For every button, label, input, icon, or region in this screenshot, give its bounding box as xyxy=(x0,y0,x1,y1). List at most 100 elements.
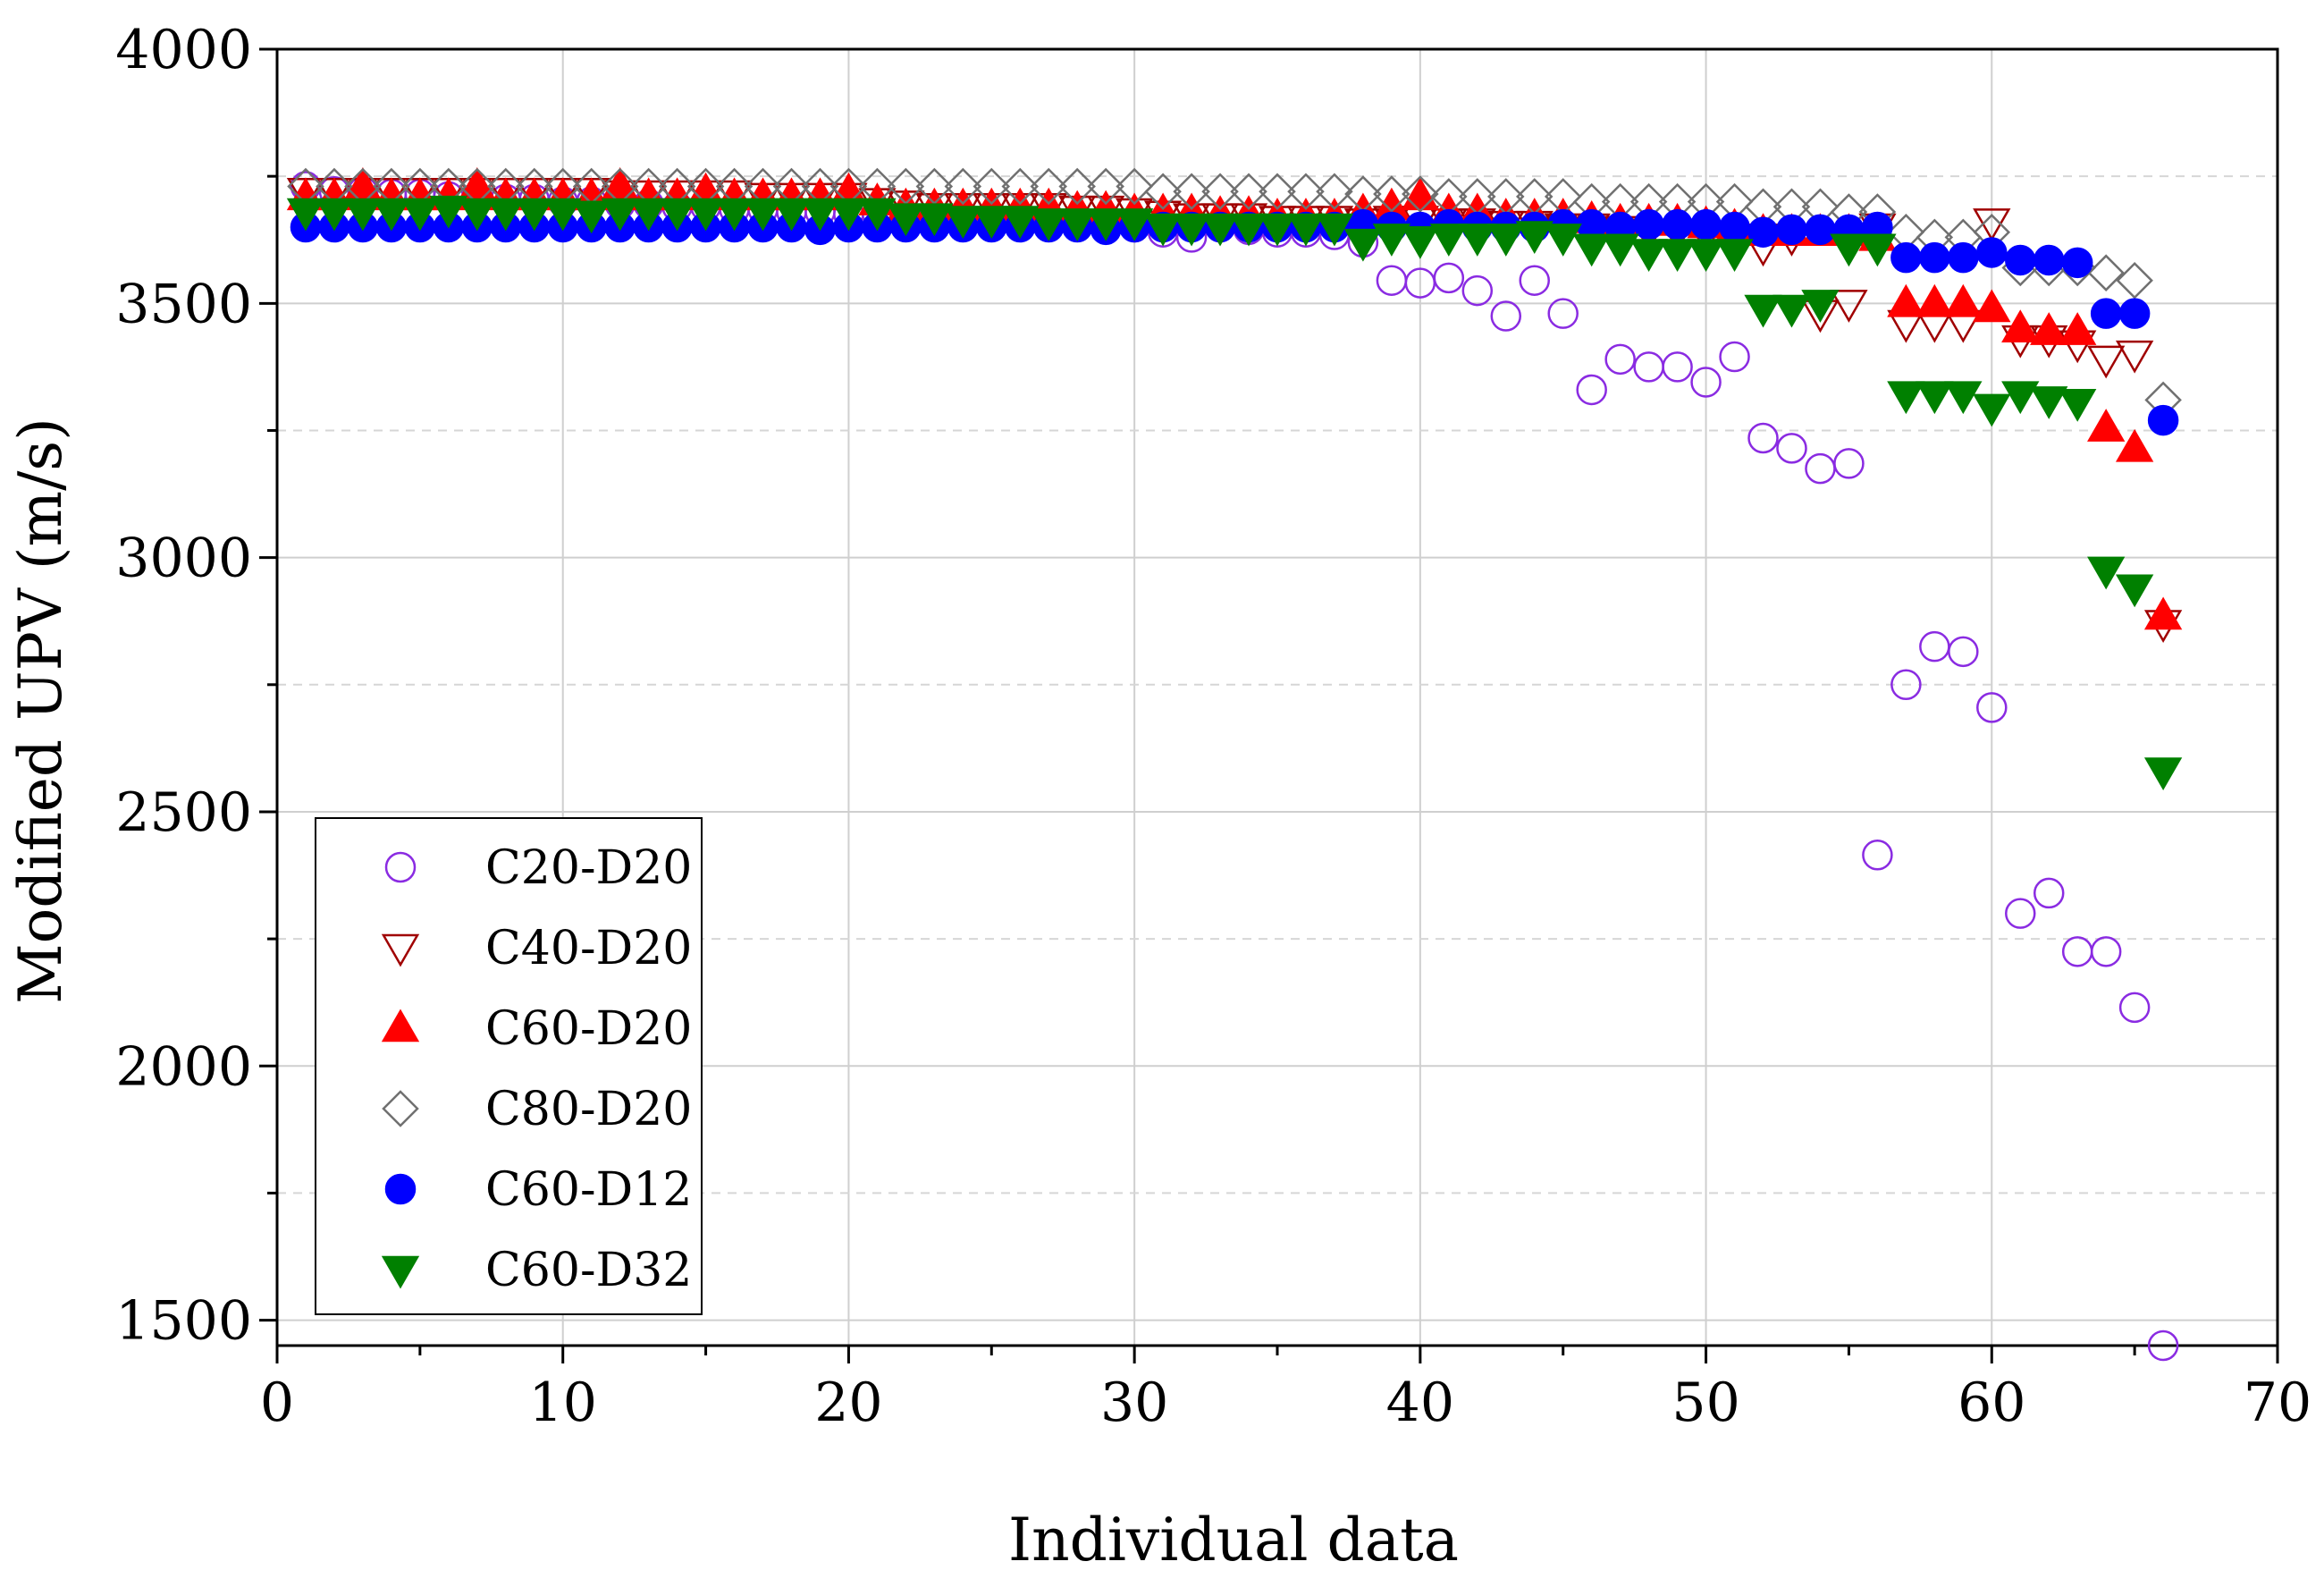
data-point xyxy=(1402,175,1439,213)
data-point xyxy=(1115,208,1154,241)
legend-marker xyxy=(384,1173,417,1205)
data-point xyxy=(543,198,582,232)
x-tick-label: 60 xyxy=(1958,1372,2025,1434)
data-point xyxy=(1919,241,1950,274)
data-point xyxy=(1058,167,1096,206)
legend-label: C60-D12 xyxy=(485,1163,692,1217)
data-point xyxy=(1058,208,1097,241)
data-point xyxy=(1747,422,1779,454)
data-point xyxy=(1690,367,1722,398)
data-point xyxy=(1229,213,1268,247)
data-point xyxy=(1801,290,1840,323)
data-point xyxy=(1601,233,1639,267)
data-point xyxy=(1373,175,1410,213)
data-point xyxy=(2143,596,2183,630)
data-point xyxy=(1376,265,1408,296)
data-point xyxy=(601,198,639,232)
data-point xyxy=(1315,213,1354,247)
data-point xyxy=(2005,244,2036,276)
legend-marker xyxy=(382,1090,419,1127)
data-point xyxy=(1944,283,1983,317)
data-point xyxy=(2005,898,2036,929)
data-point xyxy=(2143,757,2183,790)
data-point xyxy=(1976,692,2008,723)
y-tick-label: 3500 xyxy=(115,273,252,335)
x-tick-label: 30 xyxy=(1100,1372,1168,1434)
data-point xyxy=(2030,386,2068,419)
data-point xyxy=(1973,289,2011,323)
data-point xyxy=(744,198,782,232)
legend-label: C40-D20 xyxy=(485,922,692,975)
data-point xyxy=(2059,388,2097,422)
data-point xyxy=(2147,404,2179,436)
data-point xyxy=(1633,208,1664,241)
x-tick-label: 20 xyxy=(814,1372,882,1434)
data-point xyxy=(1916,283,1954,317)
data-point xyxy=(486,198,525,232)
data-point xyxy=(1604,343,1636,376)
data-point xyxy=(1030,167,1067,206)
data-point xyxy=(400,198,440,232)
data-point xyxy=(1830,233,1868,267)
data-point xyxy=(286,198,325,232)
data-point xyxy=(973,206,1011,239)
data-point xyxy=(1744,294,1782,328)
data-point xyxy=(1230,173,1267,210)
data-point xyxy=(658,198,696,232)
data-point xyxy=(1201,173,1239,210)
data-point xyxy=(686,198,725,232)
data-point xyxy=(1858,233,1897,267)
data-point xyxy=(1890,669,1922,701)
data-point xyxy=(2116,261,2153,300)
y-axis-title: Modified UPV (m/s) xyxy=(6,418,75,1004)
data-point xyxy=(2001,309,2040,342)
data-point xyxy=(1576,374,1607,406)
data-point xyxy=(829,198,868,232)
data-point xyxy=(801,198,839,232)
data-point xyxy=(1172,213,1211,247)
data-point xyxy=(1087,167,1124,206)
data-point xyxy=(1458,224,1496,257)
data-point xyxy=(944,167,982,206)
data-point xyxy=(973,167,1011,206)
legend-label: C80-D20 xyxy=(485,1083,692,1136)
data-point xyxy=(2087,345,2126,379)
data-point xyxy=(1862,840,1893,871)
data-point xyxy=(1547,298,1579,329)
data-point xyxy=(1544,224,1582,257)
data-point xyxy=(915,203,954,237)
data-point xyxy=(944,206,982,239)
series-c60-d32 xyxy=(286,195,2183,790)
data-point xyxy=(1976,237,2008,268)
data-point xyxy=(1486,224,1525,257)
data-point xyxy=(1173,173,1210,210)
x-tick-label: 70 xyxy=(2244,1372,2311,1434)
data-point xyxy=(1887,283,1925,317)
data-point xyxy=(1916,381,1954,415)
legend-label: C60-D20 xyxy=(485,1002,692,1056)
data-point xyxy=(2090,298,2122,329)
data-point xyxy=(315,198,354,232)
x-tick-label: 10 xyxy=(529,1372,597,1434)
data-point xyxy=(2118,992,2151,1024)
data-point xyxy=(2090,936,2122,967)
data-point xyxy=(772,198,811,232)
x-axis-title: Individual data xyxy=(1008,1506,1459,1570)
data-point xyxy=(1490,300,1522,332)
data-point xyxy=(2030,312,2068,345)
x-tick-label: 0 xyxy=(260,1372,294,1434)
legend-label: C20-D20 xyxy=(485,841,692,895)
data-point xyxy=(2087,254,2125,291)
data-point xyxy=(343,198,383,232)
data-point xyxy=(1515,221,1554,255)
data-point xyxy=(1001,167,1040,206)
data-point xyxy=(1772,294,1811,328)
data-point xyxy=(572,200,610,234)
data-point xyxy=(2033,877,2065,909)
legend-marker xyxy=(381,1255,420,1289)
data-point xyxy=(1747,216,1779,248)
data-point xyxy=(1287,173,1325,210)
data-point xyxy=(1948,636,1979,668)
data-point xyxy=(1401,225,1440,259)
